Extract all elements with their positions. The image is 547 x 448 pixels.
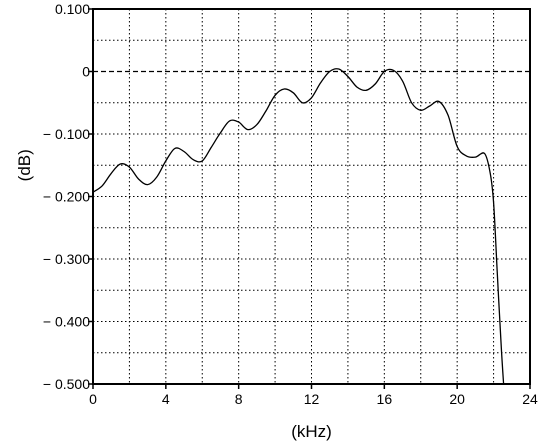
response-curve (92, 68, 505, 385)
x-axis-label: (kHz) (291, 422, 332, 441)
y-axis-label: (dB) (15, 149, 34, 181)
y-tick-label: − 0.300 (43, 251, 90, 267)
y-tick-label: − 0.200 (43, 189, 90, 205)
x-axis-ticks: 0 4 8 12 16 20 24 (89, 384, 538, 407)
x-tick-label: 8 (235, 391, 243, 407)
y-tick-label: − 0.400 (43, 314, 90, 330)
x-tick-label: 0 (89, 391, 97, 407)
grid-lines (93, 9, 530, 384)
y-axis-ticks: 0.100 0 − 0.100 − 0.200 − 0.300 − 0.400 − 0.50… (43, 1, 93, 392)
x-tick-label: 20 (449, 391, 465, 407)
x-tick-label: 24 (522, 391, 538, 407)
x-tick-label: 16 (377, 391, 393, 407)
y-tick-label: − 0.100 (43, 126, 90, 142)
y-tick-label: 0 (82, 64, 90, 80)
y-tick-label: − 0.500 (43, 376, 90, 392)
x-tick-label: 12 (304, 391, 320, 407)
y-tick-label: 0.100 (55, 1, 90, 17)
x-tick-label: 4 (162, 391, 170, 407)
